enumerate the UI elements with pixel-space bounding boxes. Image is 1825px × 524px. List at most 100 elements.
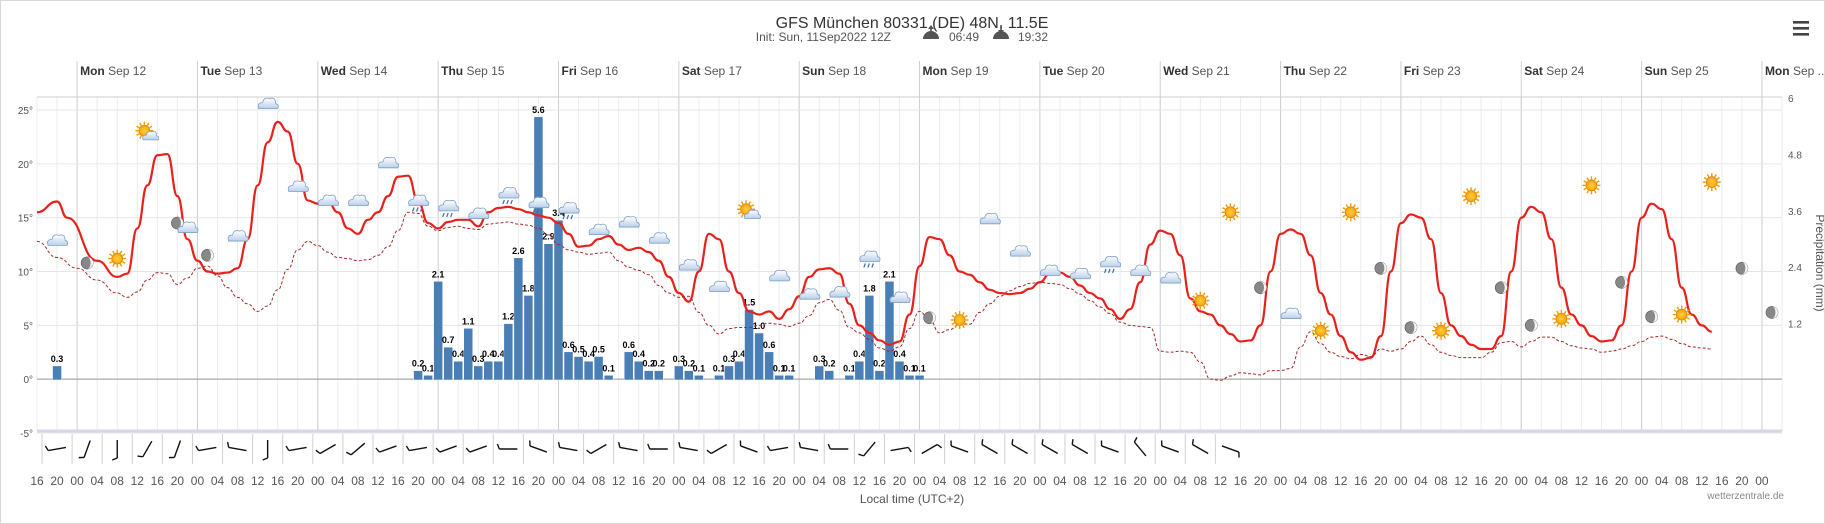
sun-disk: [1675, 308, 1688, 321]
precip-label: 0.4: [492, 349, 505, 359]
precip-bar: [854, 360, 865, 381]
x-tick-label: 20: [652, 474, 666, 488]
wind-barb-shaft: [288, 446, 307, 452]
temperature-line: [36, 120, 1712, 361]
precip-label: 2.6: [512, 246, 525, 256]
x-tick-label: 20: [893, 474, 907, 488]
cloud-icon: [1070, 267, 1092, 280]
sun-ray: [1205, 295, 1209, 299]
sun-ray: [1553, 313, 1557, 317]
precip-label: 0.4: [452, 349, 465, 359]
wind-barb-shaft: [142, 440, 153, 458]
precip-label: 2.1: [432, 269, 445, 279]
cloud-shape: [1160, 272, 1182, 284]
precip-label: 0.1: [602, 363, 615, 373]
sun-ray: [1353, 204, 1356, 208]
cloud-icon: [1130, 264, 1152, 276]
cloud-icon: [769, 269, 791, 282]
sun-disk: [953, 314, 966, 326]
x-tick-label: 20: [50, 474, 64, 488]
sun-ray: [1676, 306, 1680, 310]
rain-drop: [871, 263, 874, 268]
rain-drop: [1108, 268, 1111, 274]
cloud-icon: [317, 194, 339, 206]
sun-ray: [1596, 180, 1600, 183]
sun-ray: [1222, 207, 1226, 210]
precip-label: 0.1: [693, 363, 706, 373]
wind-barb-icon: [739, 440, 758, 453]
wind-barb-icon: [435, 445, 457, 453]
sun-ray: [962, 311, 965, 316]
sun-ray: [149, 125, 153, 129]
cloud-shape: [648, 232, 670, 244]
cloud-shape: [257, 97, 279, 110]
precip-bar: [674, 365, 684, 381]
x-tick-label: 04: [1053, 474, 1067, 488]
cloud-shape: [979, 212, 1001, 225]
cloud-shape: [1280, 307, 1302, 319]
x-tick-label: 12: [1214, 474, 1228, 488]
wind-barb-icon: [1160, 440, 1179, 453]
wind-barb-flag: [1133, 437, 1138, 443]
precip-bar: [453, 360, 463, 381]
x-tick-label: 04: [90, 474, 104, 488]
sun-icon: [1582, 176, 1601, 195]
day-label: Wed Sep 21: [1163, 64, 1230, 78]
day-dow: Sun: [1645, 64, 1671, 78]
wind-barb-flag: [586, 449, 592, 455]
x-tick-label: 04: [692, 474, 706, 488]
rain-drop: [867, 263, 870, 268]
rain-cloud-icon: [558, 202, 580, 220]
x-tick-label: 00: [1154, 474, 1168, 488]
wind-barb-shaft: [409, 446, 428, 452]
moon-icon: [1524, 319, 1538, 332]
sun-ray: [1714, 173, 1717, 178]
precip-bar: [573, 356, 584, 381]
x-tick-label: 00: [1033, 474, 1047, 488]
hamburger-menu-icon[interactable]: [1793, 21, 1809, 36]
wind-barb-shaft: [950, 445, 969, 453]
x-tick-label: 16: [993, 474, 1007, 488]
sun-ray: [119, 250, 123, 254]
sun-ray: [962, 324, 965, 329]
x-tick-label: 08: [1434, 474, 1448, 488]
precip-label: 0.1: [773, 363, 786, 373]
moon-icon: [1494, 281, 1508, 294]
x-tick-label: 20: [1374, 474, 1388, 488]
sun-ray: [1676, 319, 1680, 323]
precip-label: 5.6: [532, 105, 545, 115]
cloud-icon: [1280, 307, 1302, 319]
precip-label: 0.2: [412, 359, 425, 369]
rain-drop: [536, 209, 539, 214]
cloud-shape: [287, 180, 309, 192]
day-date: Sep 25: [1671, 64, 1709, 78]
x-tick-label: 12: [973, 474, 987, 488]
wind-barb-shaft: [1011, 443, 1028, 455]
wind-barb-flag: [465, 447, 471, 453]
sun-ray: [954, 311, 958, 316]
cloud-shape: [468, 207, 490, 219]
wind-barb-shaft: [1071, 443, 1089, 455]
wind-barb-shaft: [198, 446, 217, 452]
precip-bar: [523, 295, 534, 381]
wind-barb-shaft: [319, 443, 336, 455]
sun-ray: [737, 211, 742, 215]
x-tick-label: 20: [1013, 474, 1027, 488]
wind-barb-flag: [1071, 439, 1074, 445]
cloud-shape: [889, 291, 911, 303]
wind-barb-icon: [890, 446, 912, 453]
precip-bar: [764, 351, 774, 381]
day-label: Tue Sep 13: [200, 64, 262, 78]
x-tick-label: 04: [211, 474, 225, 488]
precip-label: 0.1: [843, 363, 856, 373]
precip-bar: [493, 360, 504, 381]
sun-ray: [740, 214, 744, 218]
precip-bar: [643, 370, 654, 381]
precip-bar: [684, 370, 694, 381]
wind-barb-flag: [285, 445, 290, 451]
day-date: Sep 19: [951, 64, 989, 78]
precip-bar: [874, 370, 885, 381]
rain-drop: [510, 199, 513, 205]
precip-bar: [784, 375, 794, 381]
day-date: Sep 14: [349, 64, 387, 78]
